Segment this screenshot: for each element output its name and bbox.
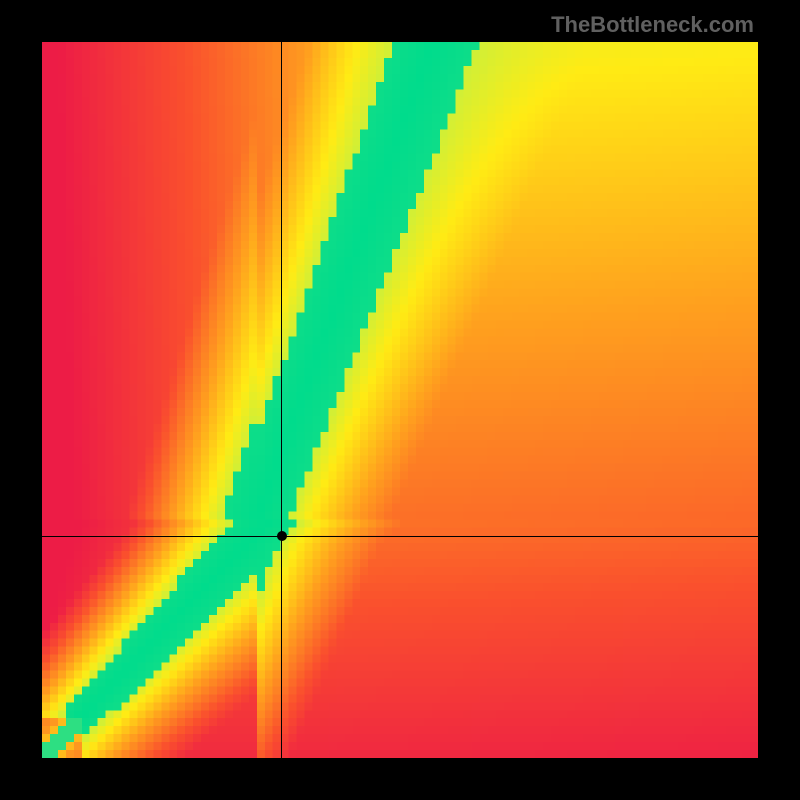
crosshair-horizontal-line	[42, 536, 758, 537]
watermark-label: TheBottleneck.com	[551, 12, 754, 38]
crosshair-marker-dot	[277, 531, 287, 541]
crosshair-vertical-line	[281, 42, 282, 758]
chart-container: { "canvas": { "width": 800, "height": 80…	[0, 0, 800, 800]
bottleneck-heatmap	[42, 42, 758, 758]
